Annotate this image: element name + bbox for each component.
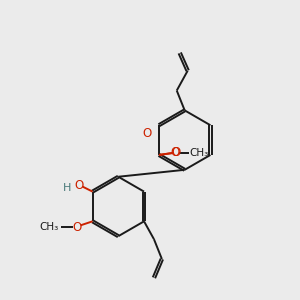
Text: CH₃: CH₃ bbox=[189, 148, 208, 158]
Text: O: O bbox=[170, 146, 179, 160]
Text: CH₃: CH₃ bbox=[39, 222, 58, 232]
Text: H: H bbox=[63, 183, 71, 193]
Text: O: O bbox=[72, 221, 81, 234]
Text: O: O bbox=[74, 179, 83, 192]
Text: O: O bbox=[142, 127, 152, 140]
Text: O: O bbox=[171, 146, 180, 160]
